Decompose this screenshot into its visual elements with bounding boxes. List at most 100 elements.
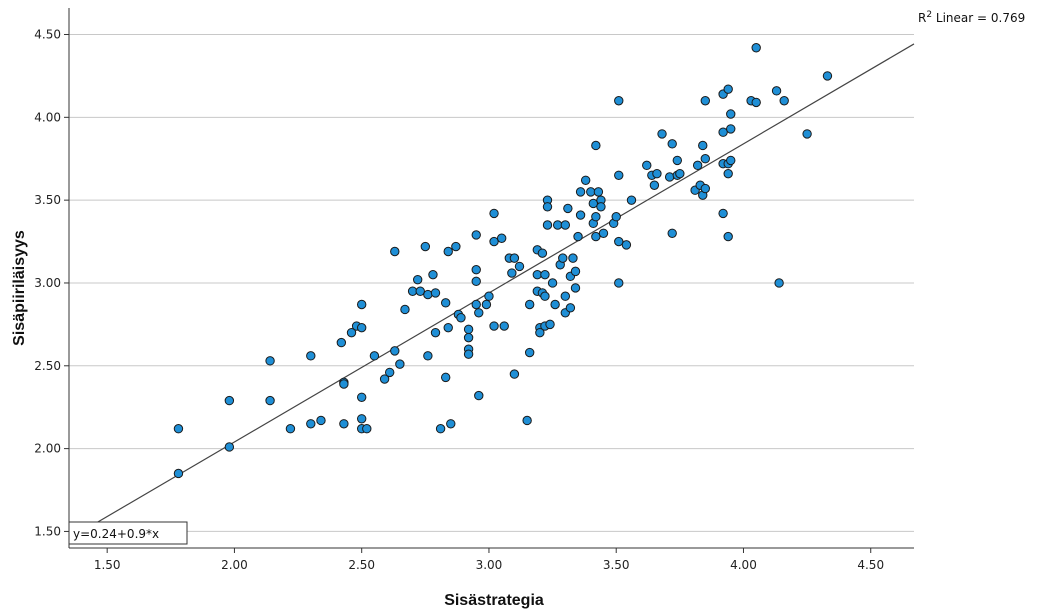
y-tick-label: 3.50 [34, 193, 61, 207]
data-point [700, 183, 710, 194]
x-tick-label: 1.50 [94, 558, 121, 572]
data-point [489, 321, 499, 331]
data-point [591, 212, 601, 222]
data-point [726, 124, 736, 134]
data-point [570, 266, 581, 277]
data-point [412, 274, 423, 285]
data-point [356, 392, 367, 402]
data-point [430, 327, 441, 338]
data-point [481, 299, 492, 310]
y-tick-label: 1.50 [34, 524, 61, 538]
data-point [463, 324, 474, 335]
data-point [570, 283, 581, 293]
data-point [751, 43, 761, 53]
data-point [588, 198, 599, 209]
axes [68, 8, 914, 549]
data-point [507, 268, 517, 278]
data-point [726, 109, 736, 119]
tick-labels: 1.50 2.00 2.50 3.00 3.50 4.00 4.50 1.50 2.00 2.50… [34, 28, 884, 572]
data-point [698, 140, 708, 151]
data-point [726, 155, 736, 166]
data-point [560, 220, 571, 230]
data-point [723, 231, 733, 242]
data-point [395, 359, 405, 369]
data-point [489, 236, 499, 247]
data-point [499, 321, 509, 331]
data-point [356, 322, 367, 333]
data-point [316, 415, 326, 426]
data-point [664, 172, 675, 182]
data-point [415, 286, 425, 296]
data-point [649, 180, 660, 190]
data-point [285, 424, 296, 434]
x-tick-label: 4.00 [730, 558, 757, 572]
data-point [774, 278, 784, 288]
data-point [614, 278, 624, 288]
data-point [346, 327, 357, 338]
data-point [596, 202, 606, 212]
data-point [779, 96, 789, 106]
data-point [173, 424, 184, 434]
x-tick-label: 3.50 [603, 558, 630, 572]
data-point [451, 241, 461, 252]
data-point [440, 372, 451, 383]
data-point [802, 129, 812, 139]
data-point [435, 424, 446, 434]
y-tick-label: 4.00 [34, 110, 61, 124]
data-point [614, 96, 624, 106]
data-point [568, 253, 578, 263]
data-point [723, 168, 733, 179]
r2-annotation: R2 Linear = 0.769 [918, 10, 1025, 25]
fit-line-layer [68, 43, 915, 540]
data-point [545, 319, 555, 330]
data-point [621, 240, 632, 250]
data-point [514, 261, 525, 272]
data-point [547, 278, 558, 288]
data-point [675, 168, 685, 179]
data-point [456, 313, 466, 323]
data-point [369, 351, 380, 361]
data-point [542, 202, 553, 212]
fit-equation-label: y=0.24+0.9*x [73, 527, 159, 541]
data-point [384, 367, 395, 378]
data-point [700, 96, 710, 106]
data-point [575, 187, 586, 197]
data-point [723, 84, 733, 94]
y-tick-label: 2.50 [34, 359, 61, 373]
data-point [565, 303, 576, 313]
data-point [356, 414, 367, 424]
data-point [428, 269, 438, 280]
data-point [593, 187, 604, 197]
data-point [306, 419, 316, 429]
data-point [336, 337, 347, 348]
fit-equation-box [68, 521, 188, 545]
data-point [591, 231, 601, 242]
data-point [423, 289, 433, 300]
data-point [540, 269, 550, 280]
y-tick-label: 2.00 [34, 442, 61, 456]
data-point [614, 236, 624, 247]
data-point [356, 299, 367, 310]
data-point [580, 175, 591, 185]
data-point [224, 442, 235, 452]
data-point [484, 291, 494, 301]
data-point [573, 231, 583, 242]
data-point [611, 212, 621, 222]
data-point [224, 395, 235, 406]
data-point [489, 208, 499, 219]
data-point [265, 395, 275, 406]
data-point [446, 419, 456, 429]
data-point [718, 208, 728, 219]
data-point [474, 390, 484, 401]
data-point [542, 220, 553, 230]
data-point [390, 346, 400, 356]
x-tick-label: 2.00 [221, 558, 248, 572]
data-point [672, 155, 682, 166]
data-point [173, 468, 184, 479]
data-point [306, 351, 316, 361]
y-tick-label: 4.50 [34, 28, 61, 42]
data-point [642, 160, 652, 171]
data-point [700, 154, 710, 164]
data-point [524, 347, 535, 358]
data-point [563, 203, 573, 214]
